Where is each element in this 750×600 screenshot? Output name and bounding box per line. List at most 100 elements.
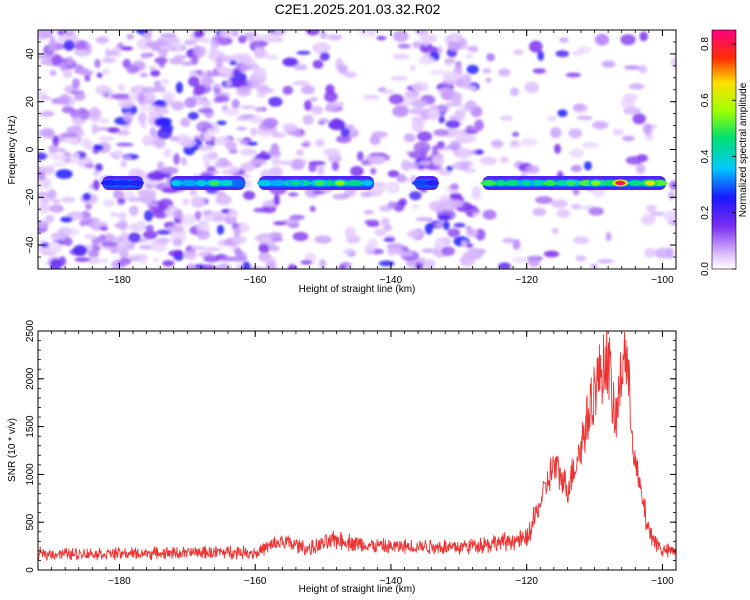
heatmap-cell — [84, 203, 93, 210]
heatmap-cell — [434, 238, 445, 249]
band-hotspot — [314, 180, 325, 186]
heatmap-cell — [344, 226, 356, 239]
heatmap-cell — [314, 139, 325, 147]
band-blob — [426, 180, 439, 186]
heatmap-cell — [154, 99, 167, 106]
heatmap-cell — [240, 105, 256, 110]
heatmap-cell — [44, 242, 63, 254]
heatmap-cell — [163, 148, 172, 158]
heatmap-cell — [490, 139, 504, 149]
heatmap-cell — [641, 214, 656, 226]
heatmap-cell — [419, 160, 431, 166]
heatmap-cell — [314, 235, 332, 244]
heatmap-cell — [293, 64, 308, 71]
heatmap-cell — [268, 30, 276, 33]
heatmap-cell — [145, 224, 154, 233]
heatmap-cell — [289, 214, 305, 221]
snr-x-ticks: −180 −160 −140 −120 −100 — [37, 331, 677, 587]
heatmap-cell — [526, 165, 540, 174]
heatmap-cell — [101, 57, 117, 63]
heatmap-cell — [386, 243, 404, 249]
colorbar-tick-label: 0.8 — [700, 37, 711, 51]
heatmap-cell — [304, 99, 312, 111]
heatmap-cell — [196, 229, 210, 240]
heatmap-cell — [550, 127, 562, 139]
heatmap-cell — [485, 77, 492, 83]
heatmap-cell — [300, 260, 313, 265]
band-blob — [128, 180, 144, 186]
band-blob — [256, 180, 274, 186]
heatmap-cell — [406, 229, 423, 239]
heatmap-cell — [200, 222, 210, 232]
heatmap-cell — [38, 167, 53, 172]
band-blob — [269, 180, 286, 186]
snr-series-line — [38, 331, 676, 561]
heatmap-cell — [316, 164, 325, 176]
heatmap-cell — [202, 210, 212, 216]
y-tick-label: 1000 — [25, 463, 36, 486]
heatmap-cell — [160, 166, 179, 175]
heatmap-cell — [398, 198, 407, 207]
heatmap-cell — [136, 38, 152, 51]
heatmap-cell — [219, 73, 234, 78]
heatmap-cell — [308, 163, 317, 173]
heatmap-cell — [418, 56, 435, 65]
heatmap-cell — [180, 156, 187, 166]
heatmap-cell — [189, 189, 198, 196]
heatmap-cell — [537, 50, 545, 61]
heatmap-cell — [259, 150, 268, 160]
heatmap-cell — [38, 220, 50, 229]
heatmap-cell — [242, 261, 251, 269]
heatmap-cell — [118, 219, 129, 231]
heatmap-cell — [183, 39, 196, 46]
band-hotspot — [565, 180, 576, 186]
heatmap-cell — [236, 126, 248, 131]
heatmap-cell — [264, 54, 279, 60]
heatmap-cell — [51, 232, 69, 239]
heatmap-cell — [344, 71, 357, 79]
heatmap-cell — [327, 34, 343, 41]
heatmap-cell — [594, 33, 610, 46]
heatmap-cell — [225, 141, 238, 150]
heatmap-cell — [343, 188, 356, 197]
band-blob — [115, 180, 131, 186]
snr-frame — [37, 330, 677, 571]
spectrogram-panel: −180 −160 −140 −120 −100 −40 −20 0 20 40 Height … — [7, 29, 677, 295]
heatmap-cell — [139, 72, 149, 78]
heatmap-cell — [461, 240, 468, 248]
snr-y-ticks: 0 500 1000 1500 2000 2500 — [25, 319, 676, 573]
heatmap-cell — [404, 90, 420, 100]
heatmap-cell — [253, 67, 267, 79]
heatmap-cell — [73, 64, 84, 70]
heatmap-cell — [281, 219, 300, 227]
heatmap-cell — [350, 166, 364, 177]
heatmap-cell — [113, 190, 125, 200]
x-tick-label: −100 — [651, 576, 674, 587]
heatmap-cell — [301, 85, 316, 95]
heatmap-cell — [190, 245, 206, 251]
heatmap-cell — [92, 179, 100, 191]
heatmap-cell — [160, 33, 177, 38]
heatmap-cell — [144, 210, 153, 222]
heatmap-cell — [110, 212, 119, 217]
heatmap-cell — [340, 126, 350, 138]
heatmap-cell — [511, 256, 530, 263]
heatmap-cell — [121, 232, 129, 239]
heatmap-cell — [292, 231, 309, 242]
heatmap-cell — [408, 161, 419, 170]
heatmap-cell — [635, 163, 646, 175]
heatmap-cell — [188, 76, 200, 87]
heatmap-cell — [282, 123, 298, 133]
heatmap-cell — [462, 134, 477, 143]
heatmap-cell — [180, 117, 191, 128]
heatmap-cell — [475, 149, 484, 155]
heatmap-cell — [209, 44, 217, 56]
heatmap-cell — [282, 85, 294, 95]
heatmap-cell — [38, 152, 48, 161]
heatmap-cell — [368, 154, 386, 165]
heatmap-cell — [509, 87, 520, 97]
heatmap-cell — [150, 69, 161, 77]
heatmap-cell — [311, 107, 324, 115]
heatmap-cell — [117, 212, 127, 220]
heatmap-cell — [261, 204, 277, 214]
